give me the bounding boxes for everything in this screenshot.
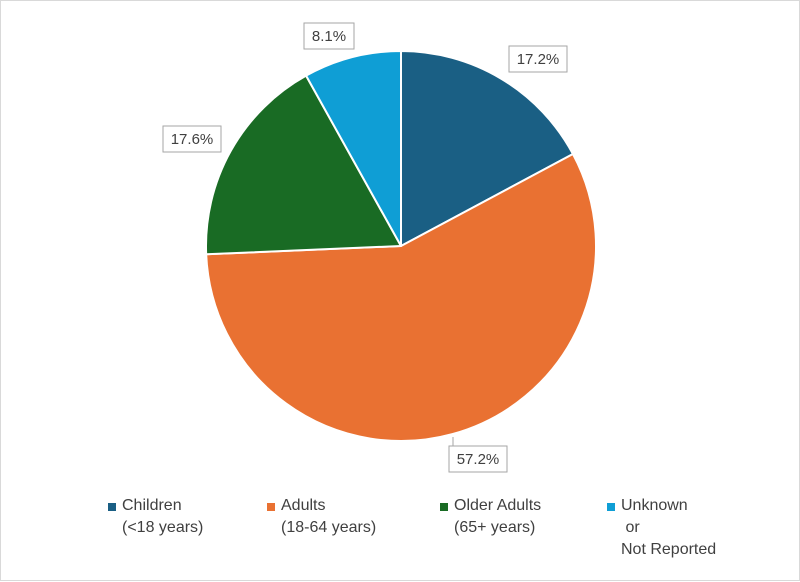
legend-swatch-children bbox=[108, 503, 116, 511]
legend-item-children: Children (<18 years) bbox=[108, 495, 203, 539]
data-label-unknown: 8.1% bbox=[312, 28, 346, 45]
legend-label-children: Children (<18 years) bbox=[122, 497, 204, 536]
legend-label-unknown: Unknown or Not Reported bbox=[621, 497, 717, 558]
pie-slice-older-adults bbox=[205, 74, 402, 256]
data-label-adults: 57.2% bbox=[457, 451, 500, 468]
data-label-box-children bbox=[508, 45, 568, 73]
legend-label-adults: Adults (18-64 years) bbox=[281, 497, 377, 536]
pie-slice-unknown bbox=[305, 50, 402, 247]
legend-swatch-adults bbox=[267, 503, 275, 511]
pie-slice-adults bbox=[205, 153, 597, 442]
legend-item-older-adults: Older Adults (65+ years) bbox=[440, 495, 541, 539]
legend-swatch-older-adults bbox=[440, 503, 448, 511]
data-label-box-unknown bbox=[303, 22, 355, 50]
data-label-older-adults: 17.6% bbox=[171, 131, 214, 148]
data-label-box-older-adults bbox=[162, 125, 222, 153]
legend-item-adults: Adults (18-64 years) bbox=[267, 495, 376, 539]
data-label-children: 17.2% bbox=[517, 51, 560, 68]
legend: Children (<18 years) Adults (18-64 years… bbox=[1, 495, 800, 575]
legend-swatch-unknown bbox=[607, 503, 615, 511]
legend-item-unknown: Unknown or Not Reported bbox=[607, 495, 716, 561]
legend-label-older-adults: Older Adults (65+ years) bbox=[454, 497, 542, 536]
pie-slice-children bbox=[400, 50, 574, 247]
data-label-box-adults bbox=[448, 445, 508, 473]
